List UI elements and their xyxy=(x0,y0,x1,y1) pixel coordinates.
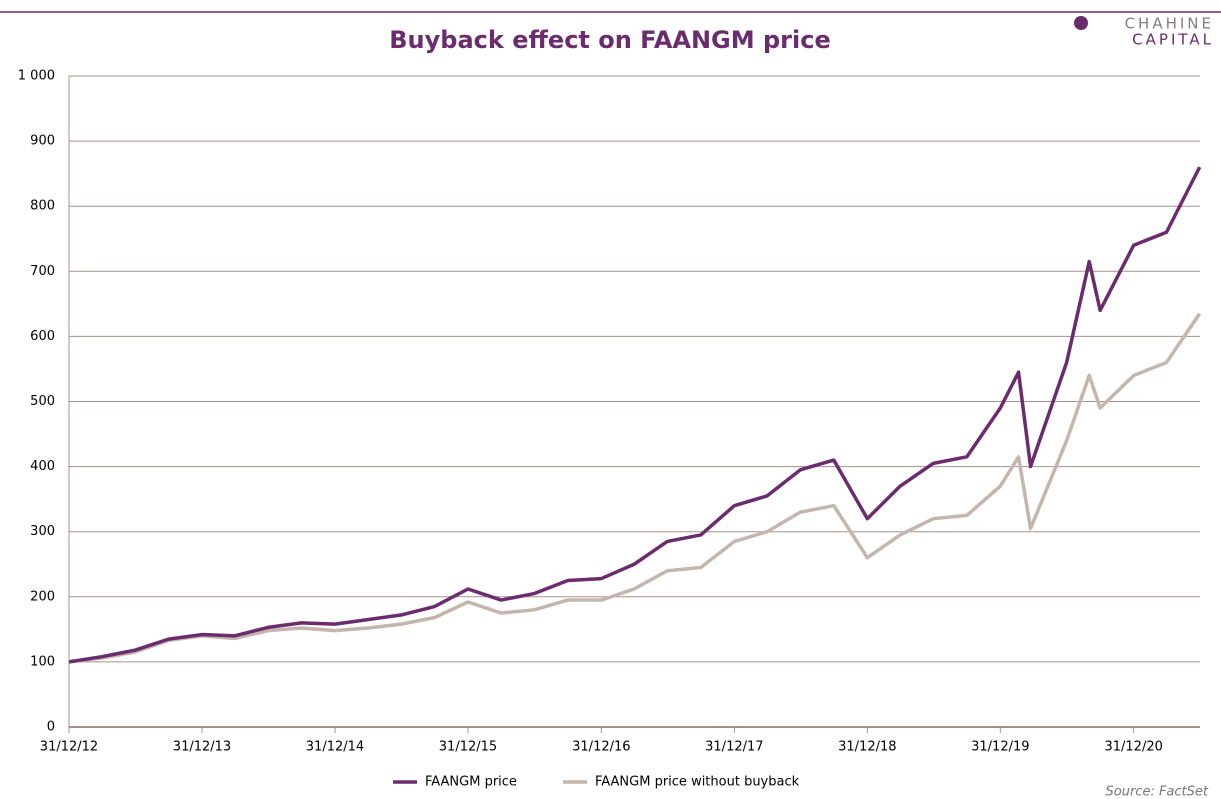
logo-icon xyxy=(1074,16,1088,30)
y-tick-label: 600 xyxy=(30,329,55,344)
y-tick-label: 400 xyxy=(30,459,55,474)
y-tick-label: 900 xyxy=(30,134,55,149)
y-tick-label: 300 xyxy=(30,524,55,539)
x-tick-label: 31/12/12 xyxy=(40,740,98,755)
x-tick-label: 31/12/13 xyxy=(173,740,231,755)
x-tick-label: 31/12/20 xyxy=(1104,740,1162,755)
legend-label: FAANGM price without buyback xyxy=(595,775,800,790)
x-tick-label: 31/12/16 xyxy=(572,740,630,755)
y-tick-label: 700 xyxy=(30,264,55,279)
y-tick-label: 100 xyxy=(30,654,55,669)
x-tick-label: 31/12/15 xyxy=(439,740,497,755)
logo-text: CHAHINE xyxy=(1125,15,1214,33)
y-tick-label: 0 xyxy=(47,720,55,735)
x-tick-label: 31/12/14 xyxy=(306,740,364,755)
chart-title: Buyback effect on FAANGM price xyxy=(389,26,830,54)
legend-label: FAANGM price xyxy=(425,775,517,790)
logo-text: CAPITAL xyxy=(1132,31,1214,49)
y-tick-label: 500 xyxy=(30,394,55,409)
x-tick-label: 31/12/19 xyxy=(971,740,1029,755)
y-tick-label: 200 xyxy=(30,589,55,604)
y-tick-label: 1 000 xyxy=(18,69,55,84)
x-tick-label: 31/12/17 xyxy=(705,740,763,755)
y-tick-label: 800 xyxy=(30,199,55,214)
x-tick-label: 31/12/18 xyxy=(838,740,896,755)
series-line xyxy=(68,312,1202,664)
source: Source: FactSet xyxy=(1106,785,1209,799)
series-line xyxy=(68,166,1202,664)
